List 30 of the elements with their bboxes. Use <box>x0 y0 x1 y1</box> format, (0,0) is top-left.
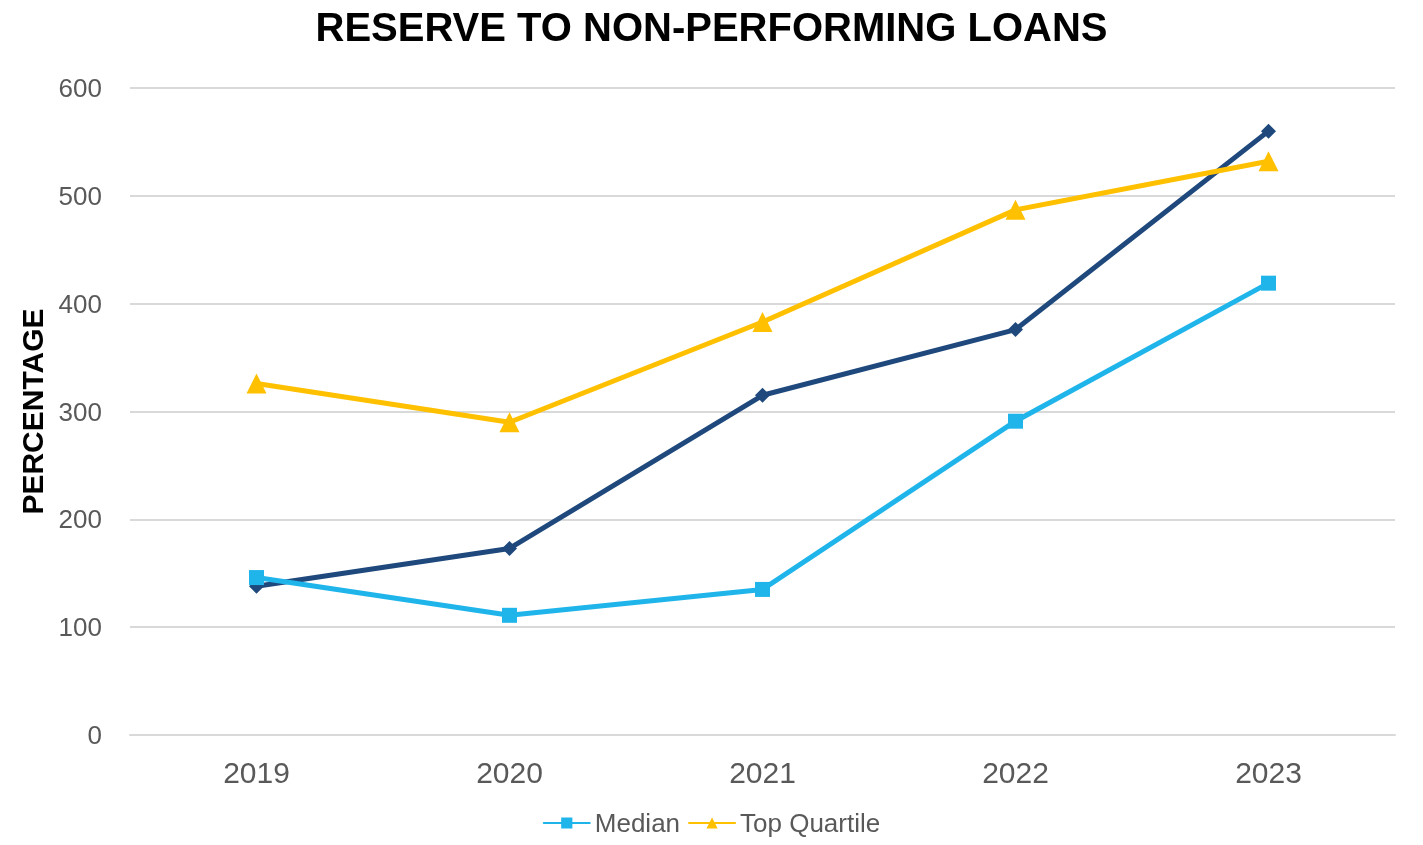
point <box>246 373 267 394</box>
legend-label: Top Quartile <box>740 808 881 838</box>
point <box>755 581 770 597</box>
x-tick-label: 2022 <box>982 755 1049 789</box>
point <box>1008 413 1023 429</box>
point <box>502 540 517 556</box>
point <box>1261 123 1276 139</box>
x-tick-label: 2019 <box>223 755 290 789</box>
y-tick-label: 200 <box>58 504 102 535</box>
y-tick-label: 0 <box>87 720 102 750</box>
point <box>1258 151 1279 172</box>
x-tick-label: 2020 <box>476 755 543 789</box>
point <box>249 570 264 586</box>
point <box>1008 322 1023 338</box>
x-tick-label: 2021 <box>729 755 796 789</box>
y-tick-label: 300 <box>58 396 102 427</box>
point <box>1005 199 1026 220</box>
y-axis-title: PERCENTAGE <box>16 308 50 515</box>
point <box>752 312 773 332</box>
point <box>499 412 520 433</box>
x-tick-label: 2023 <box>1235 755 1302 789</box>
point <box>1261 275 1276 291</box>
chart-title: RESERVE TO NON-PERFORMING LOANS <box>315 5 1108 49</box>
y-tick-label: 600 <box>58 73 102 103</box>
y-tick-label: 100 <box>58 612 102 643</box>
y-tick-label: 400 <box>58 288 102 319</box>
point <box>502 607 517 623</box>
y-tick-label: 500 <box>58 180 102 211</box>
point <box>755 387 770 403</box>
legend-label: Median <box>594 808 681 838</box>
